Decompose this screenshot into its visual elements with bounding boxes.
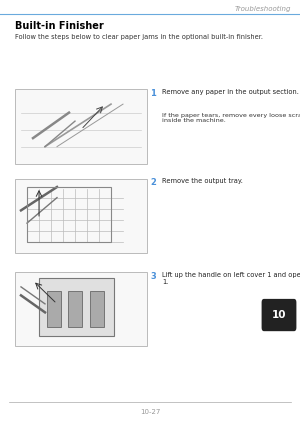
Bar xyxy=(15,178,147,253)
FancyBboxPatch shape xyxy=(262,299,296,331)
Bar xyxy=(39,278,114,336)
Bar xyxy=(15,272,147,346)
Bar xyxy=(27,187,111,242)
Text: Remove the output tray.: Remove the output tray. xyxy=(162,178,243,184)
Text: 10-27: 10-27 xyxy=(140,409,160,415)
Text: Built-in Finisher: Built-in Finisher xyxy=(15,21,104,31)
Text: Remove any paper in the output section.: Remove any paper in the output section. xyxy=(162,89,299,95)
Text: Follow the steps below to clear paper jams in the optional built-in finisher.: Follow the steps below to clear paper ja… xyxy=(15,34,263,40)
Text: 10: 10 xyxy=(272,310,286,320)
Text: 2: 2 xyxy=(150,178,156,187)
Bar xyxy=(90,291,104,327)
Text: Troubleshooting: Troubleshooting xyxy=(235,6,291,12)
Text: If the paper tears, remove every loose scrap from
inside the machine.: If the paper tears, remove every loose s… xyxy=(162,113,300,123)
Text: 1: 1 xyxy=(150,89,156,98)
Text: Lift up the handle on left cover 1 and open left cover
1.: Lift up the handle on left cover 1 and o… xyxy=(162,272,300,285)
Bar xyxy=(15,89,147,164)
Text: 3: 3 xyxy=(150,272,156,281)
Bar xyxy=(46,291,61,327)
Bar xyxy=(68,291,83,327)
